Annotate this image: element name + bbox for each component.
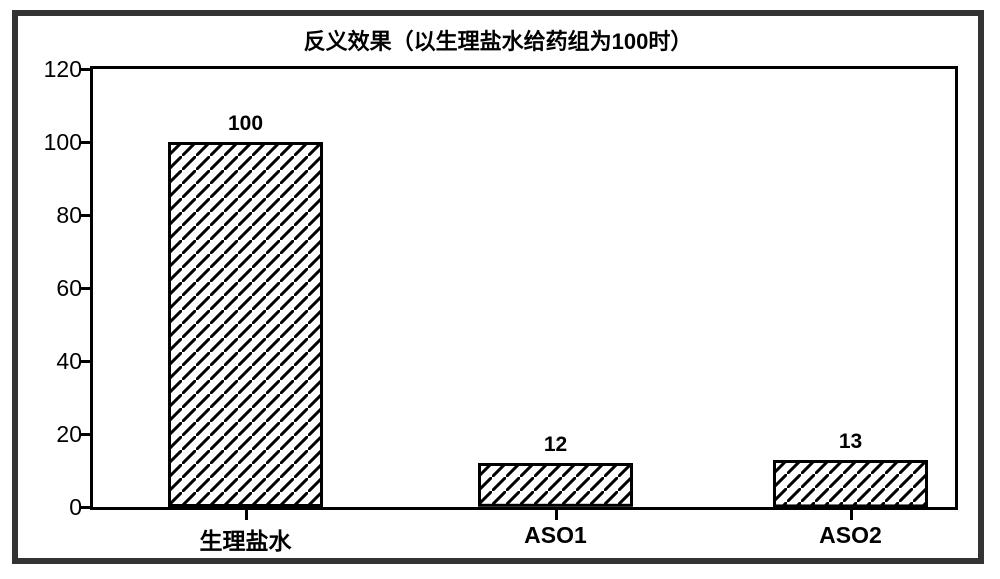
x-tick-label: ASO2 — [751, 522, 951, 549]
x-tick-label: 生理盐水 — [146, 522, 346, 556]
y-tick — [80, 360, 90, 363]
bar-value-label: 13 — [773, 430, 928, 454]
y-tick-label: 60 — [22, 275, 82, 302]
x-tick — [850, 510, 853, 520]
bar — [478, 463, 633, 507]
y-tick-label: 0 — [22, 494, 82, 521]
bar — [168, 142, 323, 507]
y-tick — [80, 141, 90, 144]
y-tick-label: 100 — [22, 129, 82, 156]
x-tick — [245, 510, 248, 520]
y-tick — [80, 433, 90, 436]
y-tick-label: 80 — [22, 202, 82, 229]
y-tick — [80, 287, 90, 290]
plot-area: 100 12 13 — [90, 66, 958, 510]
bar — [773, 460, 928, 507]
bar-value-label: 12 — [478, 433, 633, 457]
chart-title: 反义效果（以生理盐水给药组为100时） — [304, 24, 693, 56]
y-tick-label: 20 — [22, 421, 82, 448]
y-tick-label: 120 — [22, 56, 82, 83]
bar-value-label: 100 — [168, 112, 323, 136]
x-tick — [555, 510, 558, 520]
y-tick — [80, 506, 90, 509]
y-tick-label: 40 — [22, 348, 82, 375]
chart-outer-frame: 反义效果（以生理盐水给药组为100时） 100 12 13 0 20 40 60 80 100… — [12, 10, 984, 564]
y-tick — [80, 68, 90, 71]
x-tick-label: ASO1 — [456, 522, 656, 549]
y-tick — [80, 214, 90, 217]
